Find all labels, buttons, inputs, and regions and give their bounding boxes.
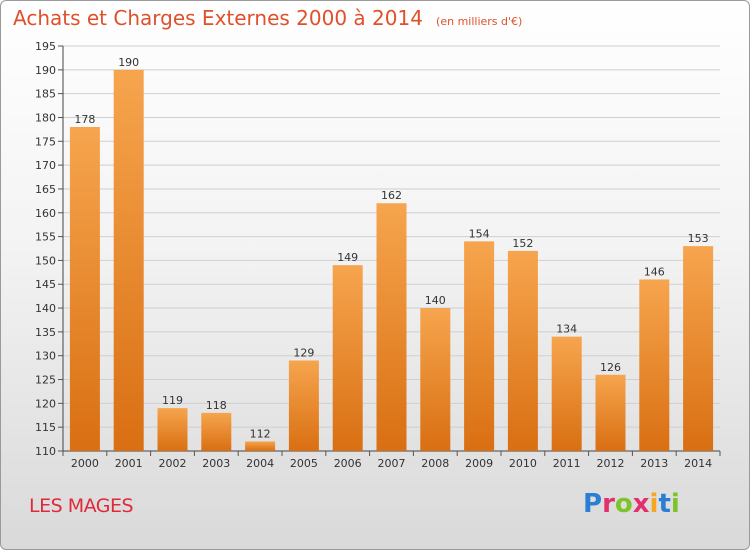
bar [551,336,582,451]
bar [420,308,451,451]
x-tick-label: 2009 [465,457,493,470]
bar [683,246,714,451]
bar [69,127,100,451]
bar [595,374,626,451]
x-tick-label: 2004 [246,457,274,470]
bar [245,441,276,451]
bar [201,412,232,451]
x-tick-label: 2006 [334,457,362,470]
y-tick-label: 175 [35,135,56,148]
x-tick-label: 2008 [421,457,449,470]
bar [507,250,538,451]
x-tick-labels: 2000 2001 2002 2003 2004 2005 2006 2007 2008 2009… [62,451,721,470]
proxiti-logo[interactable]: Proxiti [583,489,680,519]
y-tick-label: 135 [35,326,56,339]
x-tick-label: 2000 [71,457,99,470]
bar-value-label: 126 [600,361,621,374]
title-row: Achats et Charges Externes 2000 à 2014 (… [13,6,522,30]
x-tick-label: 2002 [159,457,187,470]
logo-letter: r [602,489,615,519]
logo-letter: x [632,489,650,519]
x-tick-label: 2007 [378,457,406,470]
chart-subtitle: (en milliers d'€) [436,15,523,28]
x-tick-label: 2003 [202,457,230,470]
y-tick-labels: 110 115 120 125 130 135 140 145 150 155 160 165 170 1… [35,40,56,458]
bar [464,241,495,451]
bar [157,408,188,451]
y-tick-label: 120 [35,397,56,410]
y-tick-label: 145 [35,278,56,291]
y-tick-label: 130 [35,350,56,363]
logo-letter: i [649,489,659,519]
bar-value-label: 178 [74,113,95,126]
x-tick-label: 2011 [553,457,581,470]
y-tick-label: 160 [35,207,56,220]
y-tick-label: 125 [35,374,56,387]
bar [376,203,407,451]
x-tick-label: 2014 [684,457,712,470]
bar-value-label: 112 [250,427,271,440]
location-label: LES MAGES [29,495,134,517]
x-tick-label: 2005 [290,457,318,470]
x-tick-label: 2012 [597,457,625,470]
x-tick-label: 2001 [115,457,143,470]
y-tick-label: 155 [35,231,56,244]
logo-letter: t [658,489,671,519]
x-tick-label: 2010 [509,457,537,470]
y-tick-label: 170 [35,159,56,172]
bar-value-label: 190 [118,56,139,69]
logo-letter: i [670,489,680,519]
bar-value-labels: 178 190 119 118 112 129 149 162 140 154 152 134 126 1… [74,56,708,441]
bar-value-label: 129 [293,346,314,359]
y-tick-label: 165 [35,183,56,196]
y-tick-label: 190 [35,64,56,77]
bar-value-label: 153 [688,232,709,245]
bar-value-label: 140 [425,294,446,307]
chart-title: Achats et Charges Externes 2000 à 2014 [13,6,423,30]
logo-letter: P [583,489,603,519]
bar-value-label: 119 [162,394,183,407]
bar [332,265,363,451]
y-tick-label: 110 [35,445,56,458]
bar [288,360,319,451]
x-tick-label: 2013 [640,457,668,470]
bar [639,279,670,451]
y-tick-label: 185 [35,88,56,101]
bar [113,69,144,451]
y-tick-label: 150 [35,254,56,267]
y-tick-label: 115 [35,421,56,434]
y-tick-label: 195 [35,40,56,53]
y-tick-label: 140 [35,302,56,315]
y-tick-label: 180 [35,111,56,124]
bar-value-label: 152 [512,237,533,250]
bar-value-label: 149 [337,251,358,264]
bar-value-label: 162 [381,189,402,202]
bars [69,69,714,451]
bar-value-label: 134 [556,323,577,336]
bar-value-label: 118 [206,399,227,412]
logo-letter: o [614,489,633,519]
bar-value-label: 154 [469,227,490,240]
bar-value-label: 146 [644,265,665,278]
